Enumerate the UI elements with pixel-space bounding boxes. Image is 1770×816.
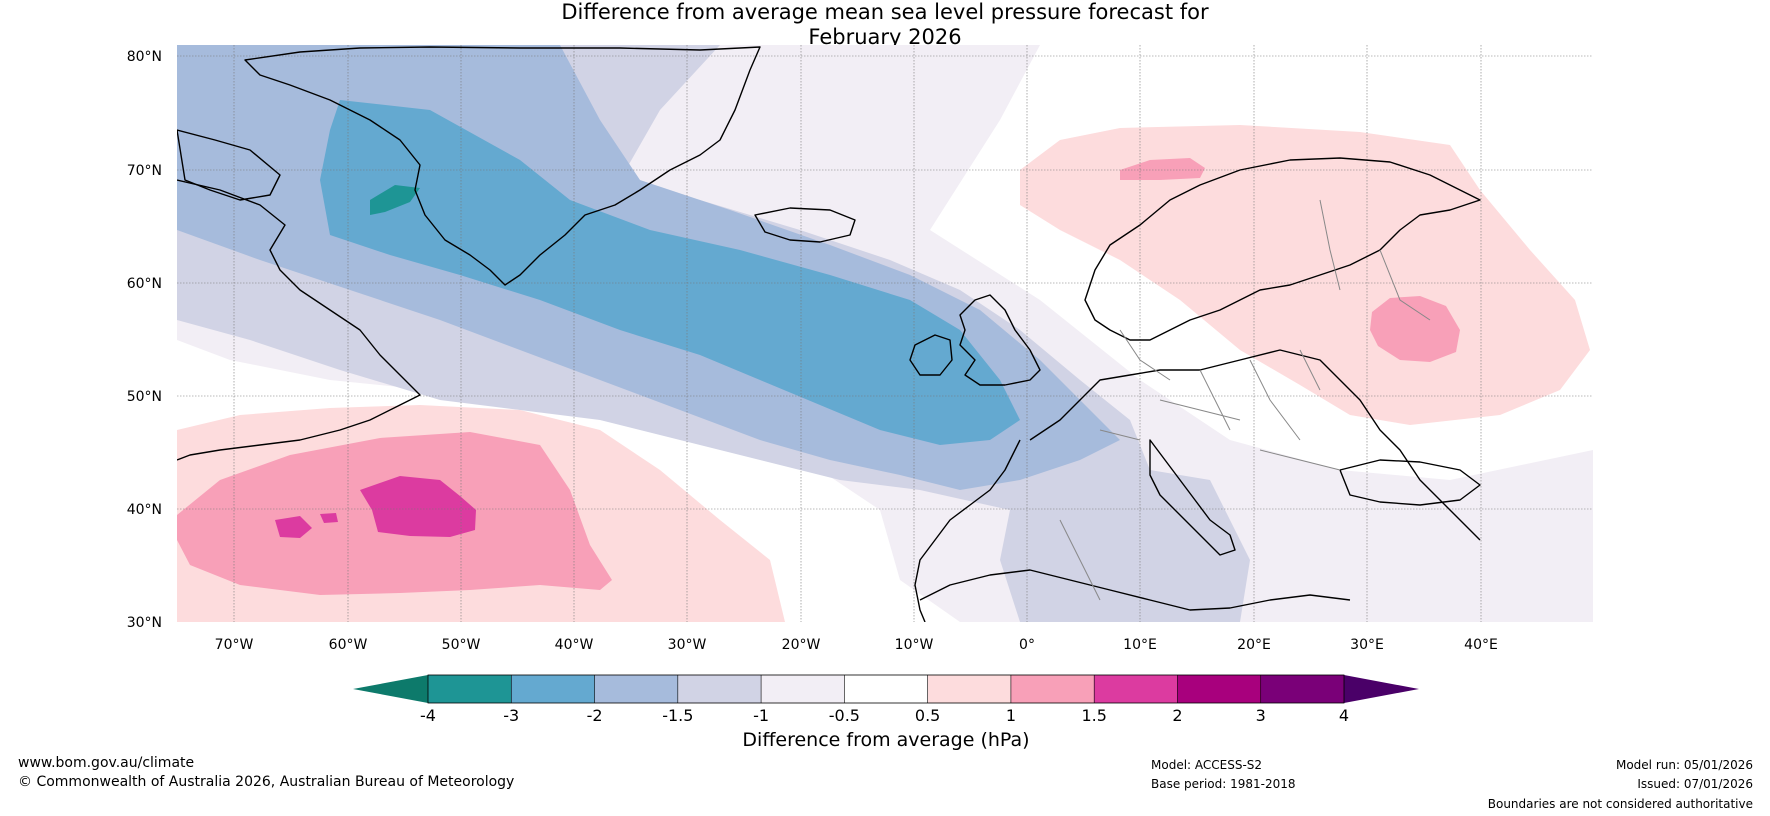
contour-band-pos1-east [1370,296,1460,362]
lon-label: 20°E [1237,637,1271,653]
lat-label: 60°N [127,276,162,292]
lon-label: 0° [1019,637,1035,653]
map-title: Difference from average mean sea level p… [0,0,1770,50]
colorbar-tick-label: 4 [1339,706,1349,725]
europe-coast [914,349,1481,622]
north-africa-coast [919,569,1351,611]
great-britain-coast [959,294,1041,386]
colorbar-frame [427,674,1345,704]
footer-model-run: Model run: 05/01/2026 [1615,758,1753,772]
lon-label: 70°W [215,637,254,653]
colorbar-tick-label: -3 [503,706,519,725]
colorbar-cell [761,675,845,703]
contour-band-pos1-east-b [1120,158,1205,180]
colorbar-high-extension [1344,675,1419,703]
lat-label: 80°N [127,49,162,65]
footer-copyright: © Commonwealth of Australia 2026, Austra… [18,774,515,790]
colorbar-cell [677,675,762,703]
footer-website: www.bom.gov.au/climate [18,755,195,771]
colorbar-tick-label: 1.5 [1081,706,1106,725]
contour-band-neg2 [320,100,1020,445]
lon-label: 10°W [895,637,934,653]
lat-axis: 80°N 70°N 60°N 50°N 40°N 30°N [127,49,162,631]
colorbar-tick-label: -1 [753,706,769,725]
italy-coast [1149,439,1236,556]
colorbar-tick-label: -2 [587,706,603,725]
lon-label: 10°E [1123,637,1157,653]
colorbar-label: Difference from average (hPa) [742,729,1029,751]
iceland-coast [754,207,856,243]
colorbar-low-extension [353,675,428,703]
contour-band-pos1-5 [360,476,476,537]
lat-label: 30°N [127,615,162,631]
colorbar-tick-label: 0.5 [915,706,940,725]
colorbar-cell [1260,675,1345,703]
colorbar-tick-label: 3 [1256,706,1266,725]
lat-label: 70°N [127,163,162,179]
gridlines [177,45,1593,622]
colorbar-tick-label: 2 [1172,706,1182,725]
colorbar-cell [844,675,929,703]
colorbar-cell [927,675,1012,703]
colorbar-cell [1094,675,1178,703]
lon-label: 20°W [782,637,821,653]
colorbar-cell [1177,675,1262,703]
lon-label: 40°E [1464,637,1498,653]
lon-axis: 70°W 60°W 50°W 40°W 30°W 20°W 10°W 0° 10… [215,637,1498,653]
colorbar-cell [428,675,512,703]
footer-disclaimer: Boundaries are not considered authoritat… [1487,797,1753,811]
title-line-1: Difference from average mean sea level p… [561,0,1209,24]
lon-label: 40°W [555,637,594,653]
colorbar-tick-label: 1 [1006,706,1016,725]
colorbar-tick-label: -4 [420,706,436,725]
lon-label: 50°W [442,637,481,653]
colorbar-cell [511,675,596,703]
footer-model: Model: ACCESS-S2 [1151,758,1263,772]
lat-label: 50°N [127,389,162,405]
contour-band-neg3 [370,185,420,215]
colorbar-cell [1010,675,1095,703]
footer-issued: Issued: 07/01/2026 [1637,777,1753,791]
baffin-coast [177,129,281,201]
black-sea-coast [1339,459,1481,506]
lon-label: 60°W [329,637,368,653]
lon-label: 30°W [668,637,707,653]
colorbar-tick-label: -1.5 [662,706,693,725]
colorbar-cell [594,675,679,703]
north-america-coast [177,179,421,461]
greenland-coast [244,46,761,286]
footer-base-period: Base period: 1981-2018 [1151,777,1296,791]
coastlines [177,46,1481,622]
colorbar: -4 -3 -2 -1.5 -1 -0.5 0.5 1 1.5 2 3 4 Difference fr… [353,674,1419,751]
colorbar-tick-label: -0.5 [829,706,860,725]
country-borders [1059,199,1431,601]
lon-label: 30°E [1350,637,1384,653]
scandinavia-coast [1084,157,1481,341]
contour-band-pos1-5-c [320,513,338,523]
contour-band-pos1-5-b [275,516,312,538]
lat-label: 40°N [127,502,162,518]
anomaly-contours [177,45,1593,622]
ireland-coast [909,334,953,376]
